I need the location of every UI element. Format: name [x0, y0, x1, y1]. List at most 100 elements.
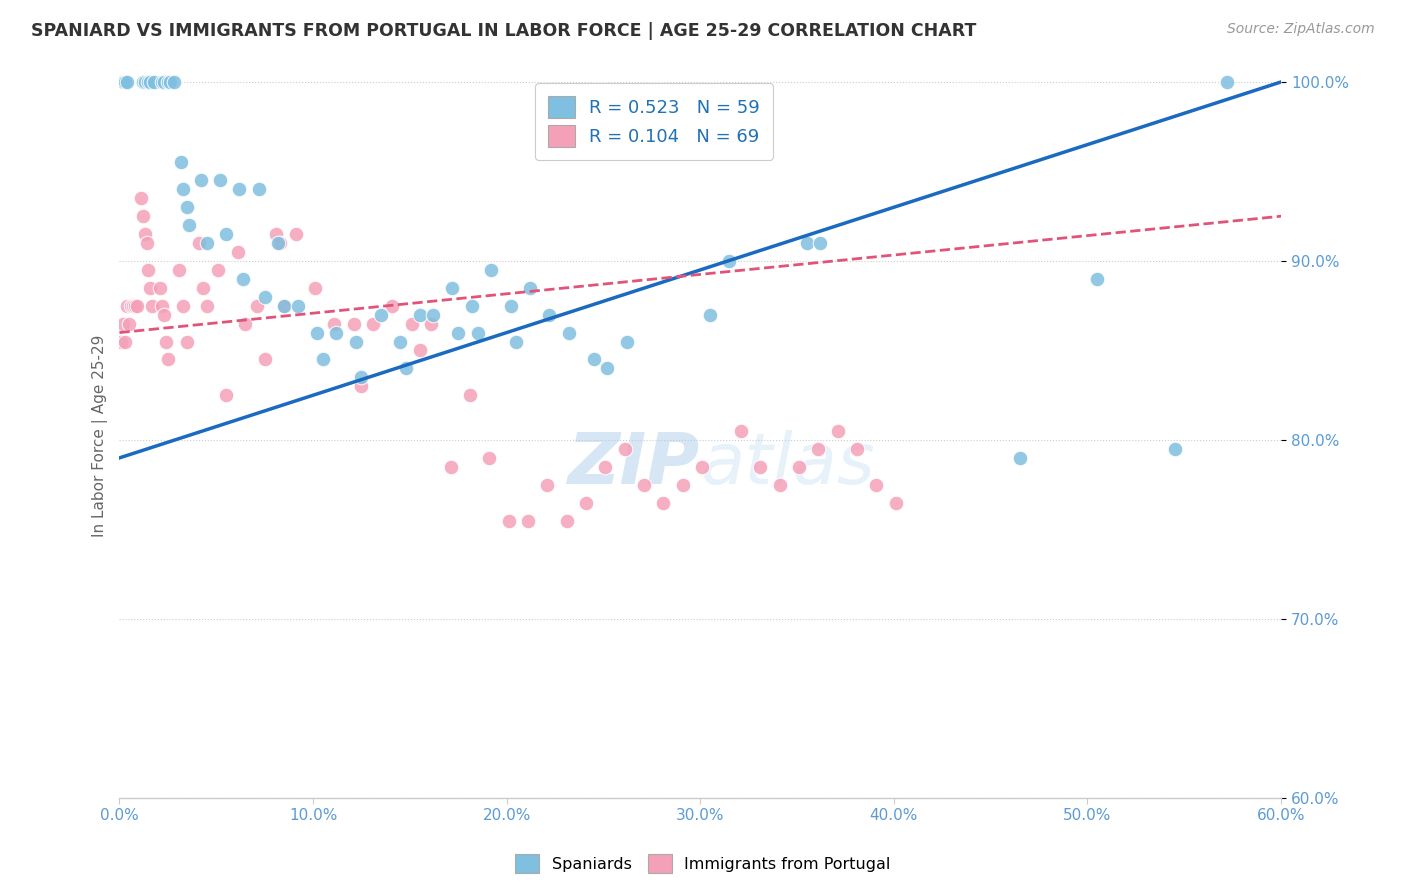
Point [808, 235, 831, 250]
Point [447, 326, 470, 340]
Point [361, 317, 384, 331]
Point [505, 334, 527, 349]
Point [215, 227, 238, 241]
Point [232, 272, 254, 286]
Point [209, 173, 232, 187]
Point [344, 334, 367, 349]
Point [143, 75, 166, 89]
Point [163, 75, 186, 89]
Point [557, 326, 579, 340]
Point [264, 227, 287, 241]
Point [150, 299, 173, 313]
Point [304, 281, 326, 295]
Point [807, 442, 830, 456]
Legend: Spaniards, Immigrants from Portugal: Spaniards, Immigrants from Portugal [509, 847, 897, 880]
Point [120, 299, 142, 313]
Point [796, 235, 818, 250]
Point [195, 235, 218, 250]
Point [555, 514, 578, 528]
Point [226, 245, 249, 260]
Point [350, 370, 373, 384]
Point [138, 263, 160, 277]
Point [499, 299, 522, 313]
Point [370, 308, 392, 322]
Point [467, 326, 489, 340]
Point [652, 496, 675, 510]
Point [479, 263, 502, 277]
Point [381, 299, 404, 313]
Point [110, 334, 132, 349]
Point [187, 235, 209, 250]
Point [401, 317, 423, 331]
Point [519, 281, 541, 295]
Point [207, 263, 229, 277]
Point [267, 235, 290, 250]
Point [582, 352, 605, 367]
Point [112, 317, 135, 331]
Point [155, 334, 177, 349]
Point [273, 299, 295, 313]
Point [865, 477, 887, 491]
Point [498, 514, 520, 528]
Point [538, 308, 561, 322]
Point [575, 496, 598, 510]
Point [195, 299, 218, 313]
Point [172, 299, 194, 313]
Point [595, 459, 617, 474]
Point [273, 299, 295, 313]
Point [287, 299, 309, 313]
Point [125, 299, 148, 313]
Point [408, 308, 430, 322]
Point [190, 173, 212, 187]
Point [1085, 272, 1108, 286]
Point [153, 75, 176, 89]
Point [122, 299, 145, 313]
Point [150, 75, 173, 89]
Point [1216, 75, 1239, 89]
Point [139, 75, 162, 89]
Point [129, 191, 152, 205]
Point [114, 334, 136, 349]
Point [156, 352, 179, 367]
Point [141, 299, 163, 313]
Point [749, 459, 772, 474]
Point [118, 317, 141, 331]
Point [179, 218, 201, 232]
Point [114, 75, 136, 89]
Point [1163, 442, 1185, 456]
Point [1008, 450, 1031, 465]
Point [253, 352, 276, 367]
Point [699, 308, 721, 322]
Text: SPANIARD VS IMMIGRANTS FROM PORTUGAL IN LABOR FORCE | AGE 25-29 CORRELATION CHAR: SPANIARD VS IMMIGRANTS FROM PORTUGAL IN … [31, 22, 976, 40]
Text: Source: ZipAtlas.com: Source: ZipAtlas.com [1227, 22, 1375, 37]
Point [149, 281, 172, 295]
Point [134, 75, 156, 89]
Point [135, 235, 157, 250]
Point [441, 281, 464, 295]
Point [176, 334, 198, 349]
Point [325, 326, 347, 340]
Point [517, 514, 540, 528]
Point [350, 379, 373, 393]
Point [343, 317, 366, 331]
Point [633, 477, 655, 491]
Point [269, 235, 291, 250]
Point [420, 317, 443, 331]
Point [169, 263, 191, 277]
Point [139, 281, 162, 295]
Point [730, 424, 752, 438]
Legend: R = 0.523   N = 59, R = 0.104   N = 69: R = 0.523 N = 59, R = 0.104 N = 69 [536, 84, 772, 160]
Point [827, 424, 849, 438]
Point [408, 343, 430, 358]
Point [176, 200, 198, 214]
Point [718, 254, 741, 268]
Point [172, 182, 194, 196]
Point [690, 459, 713, 474]
Point [170, 155, 193, 169]
Point [233, 317, 256, 331]
Point [439, 459, 461, 474]
Point [156, 75, 179, 89]
Point [253, 290, 276, 304]
Point [215, 388, 238, 402]
Text: atlas: atlas [700, 430, 875, 499]
